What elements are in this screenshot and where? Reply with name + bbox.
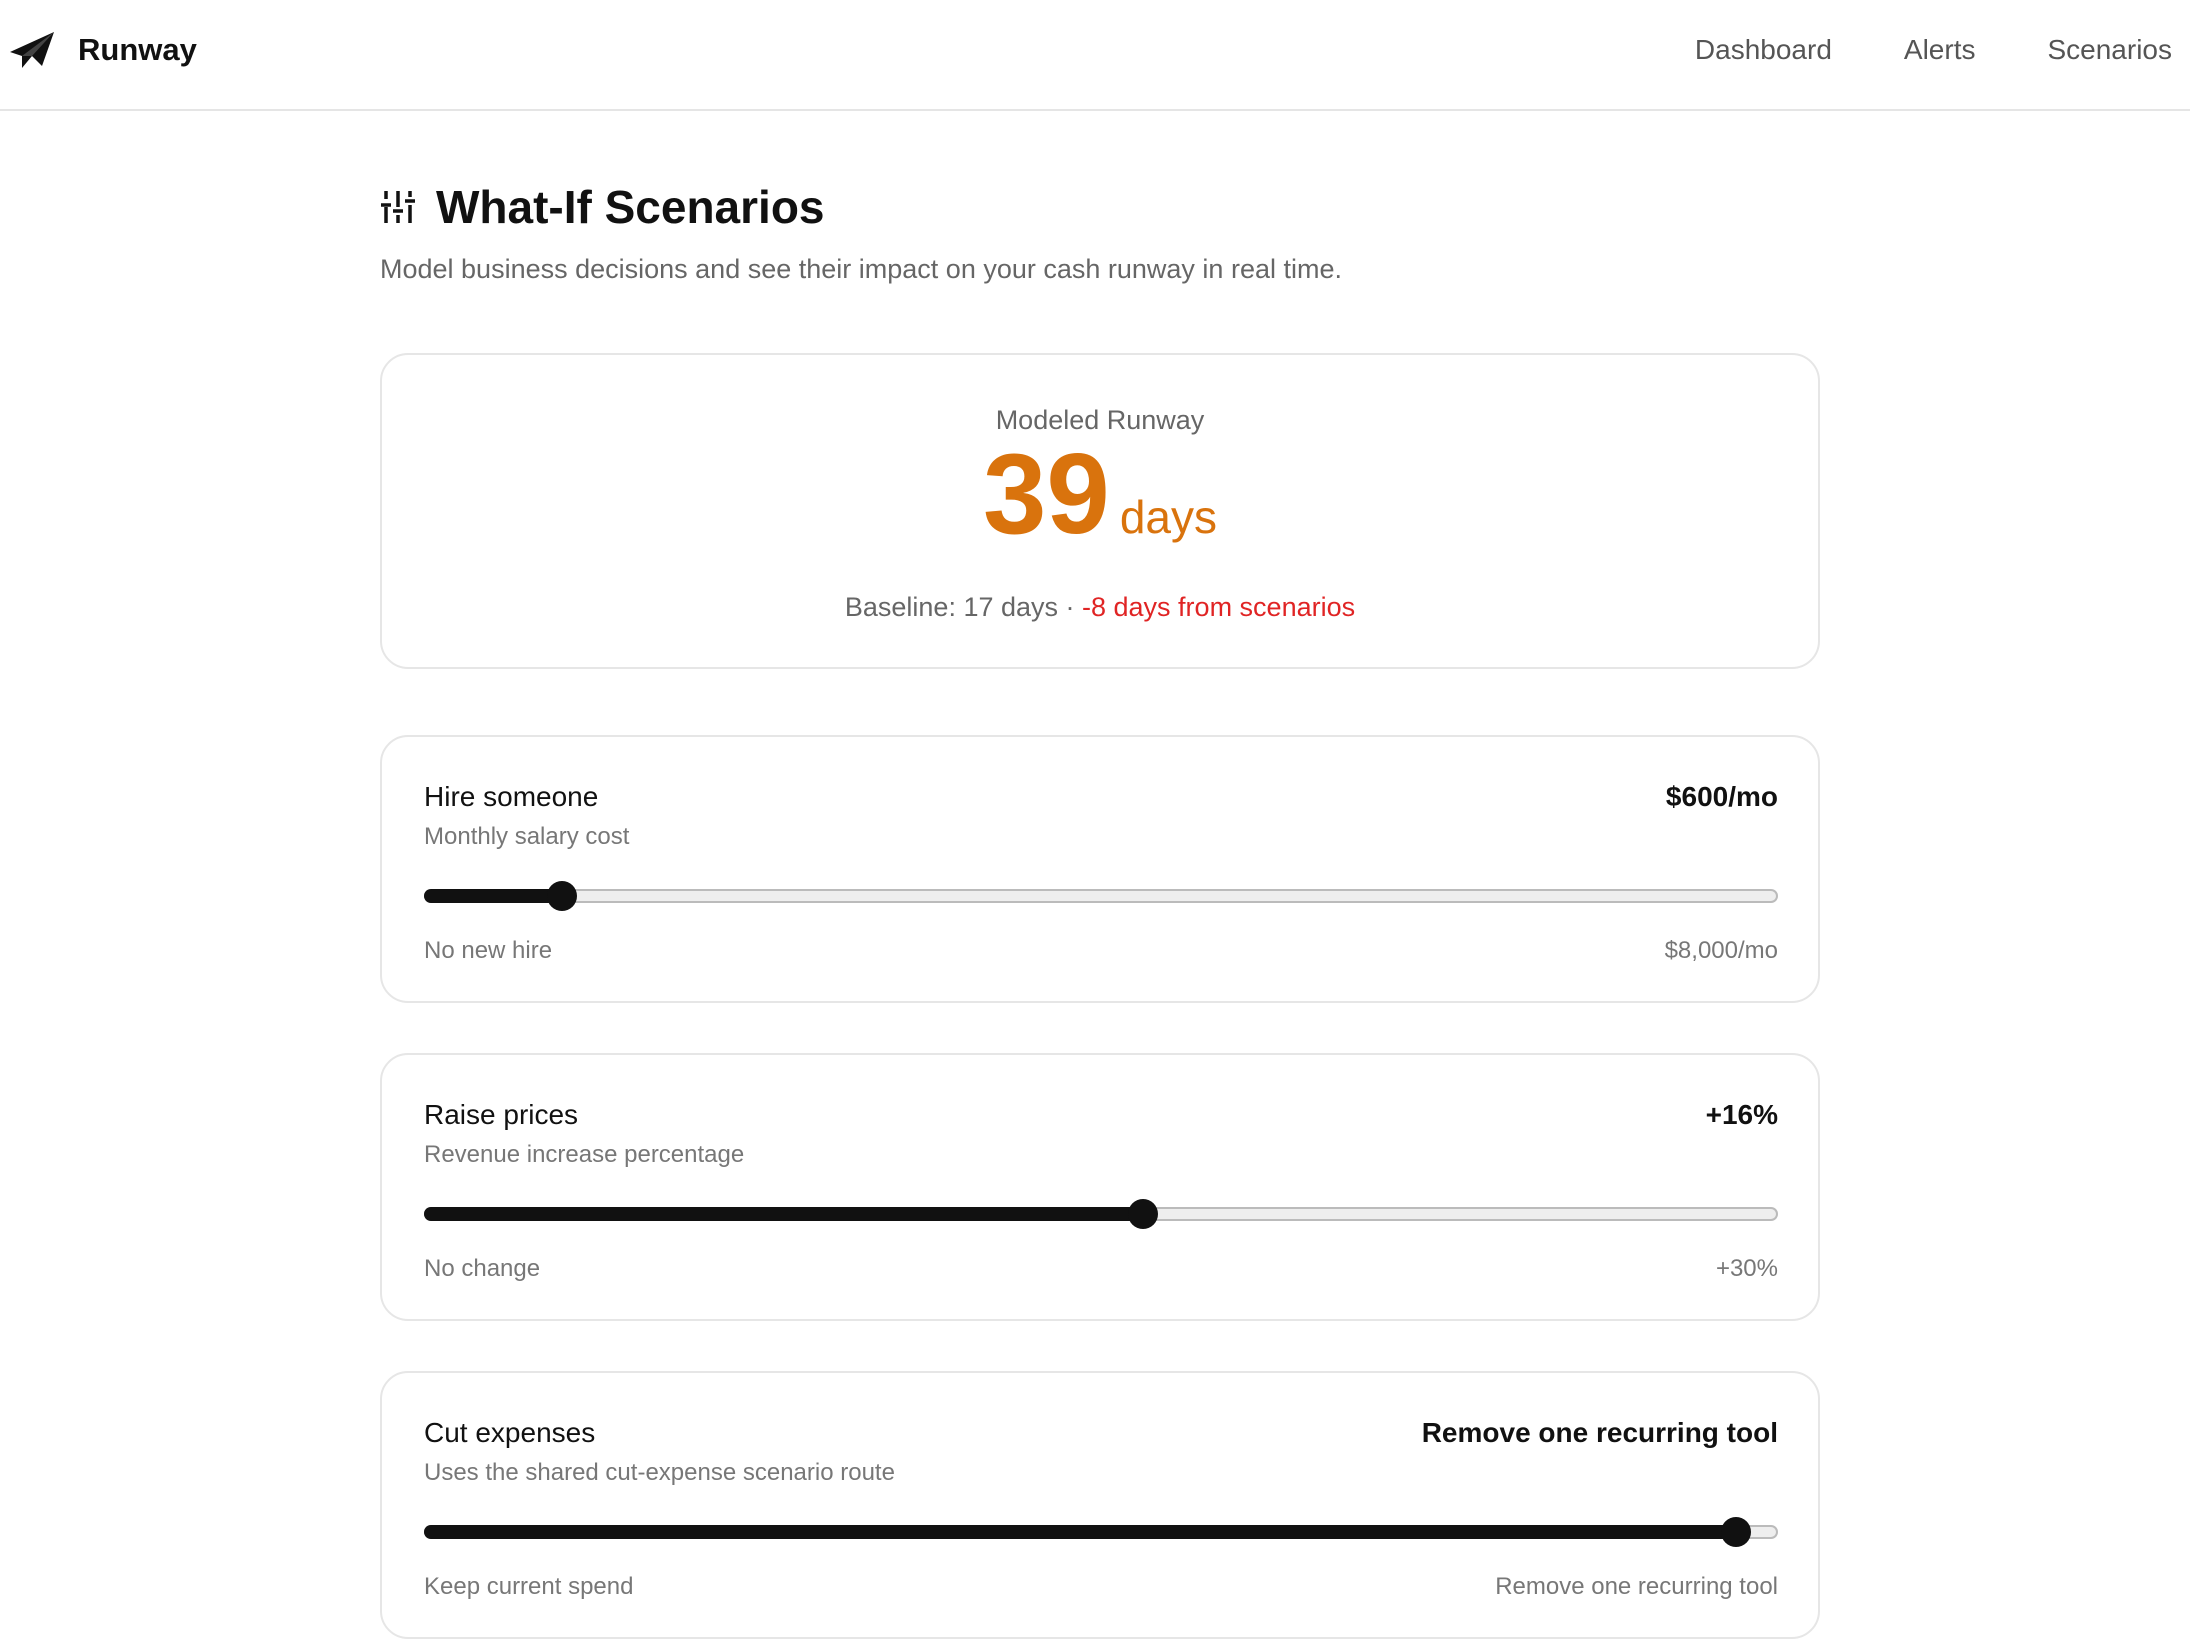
nav-links: Dashboard Alerts Scenarios xyxy=(1695,34,2172,66)
slider-thumb[interactable] xyxy=(1720,1517,1751,1547)
scenario-card: Hire someone $600/mo Monthly salary cost … xyxy=(380,735,1820,1003)
scenario-card: Raise prices +16% Revenue increase percen… xyxy=(380,1053,1820,1321)
modeled-runway-card: Modeled Runway 39 days Baseline: 17 days … xyxy=(380,353,1820,669)
scenario-description: Monthly salary cost xyxy=(424,823,630,850)
brand-name: Runway xyxy=(78,32,197,67)
slider-thumb[interactable] xyxy=(546,881,577,911)
page-title: What-If Scenarios xyxy=(436,181,825,233)
scenario-name: Hire someone xyxy=(424,781,599,812)
slider-max-label: Remove one recurring tool xyxy=(1495,1573,1778,1600)
slider-fill xyxy=(424,1207,1141,1221)
scenario-value: $600/mo xyxy=(1665,781,1778,812)
scenario-description: Uses the shared cut-expense scenario rou… xyxy=(424,1459,895,1486)
scenario-value: Remove one recurring tool xyxy=(1421,1417,1778,1448)
runway-unit: days xyxy=(1119,491,1217,543)
top-nav-bar: Runway Dashboard Alerts Scenarios xyxy=(0,0,2190,111)
slider-min-label: No new hire xyxy=(424,937,553,964)
slider-fill xyxy=(424,889,560,903)
nav-scenarios[interactable]: Scenarios xyxy=(2047,34,2172,65)
slider-fill xyxy=(424,1525,1734,1539)
runway-label: Modeled Runway xyxy=(995,405,1205,435)
slider-max-label: +30% xyxy=(1715,1255,1778,1282)
slider-thumb[interactable] xyxy=(1127,1199,1158,1229)
scenario-slider[interactable] xyxy=(424,881,1778,911)
slider-min-label: No change xyxy=(424,1255,541,1282)
main-content: What-If Scenarios Model business decisio… xyxy=(380,180,1820,1639)
scenario-slider[interactable] xyxy=(424,1199,1778,1229)
separator: · xyxy=(1058,592,1083,622)
nav-alerts[interactable]: Alerts xyxy=(1903,34,1976,65)
scenario-description: Revenue increase percentage xyxy=(424,1141,745,1168)
scenario-card: Cut expenses Remove one recurring tool Us… xyxy=(380,1371,1820,1639)
scenario-name: Raise prices xyxy=(424,1099,579,1130)
scenario-value: +16% xyxy=(1705,1099,1778,1130)
brand[interactable]: Runway xyxy=(8,30,197,70)
slider-max-label: $8,000/mo xyxy=(1664,937,1778,964)
nav-dashboard[interactable]: Dashboard xyxy=(1694,34,1832,65)
page-subtitle: Model business decisions and see their i… xyxy=(380,254,1342,284)
scenario-name: Cut expenses xyxy=(424,1417,596,1448)
runway-delta: -8 days from scenarios xyxy=(1082,592,1356,622)
slider-min-label: Keep current spend xyxy=(424,1573,634,1600)
runway-value: 39 xyxy=(983,431,1110,558)
sliders-icon xyxy=(381,191,415,223)
paper-plane-icon xyxy=(10,32,54,68)
scenario-slider[interactable] xyxy=(424,1517,1778,1547)
baseline-text: Baseline: 17 days xyxy=(844,592,1059,622)
